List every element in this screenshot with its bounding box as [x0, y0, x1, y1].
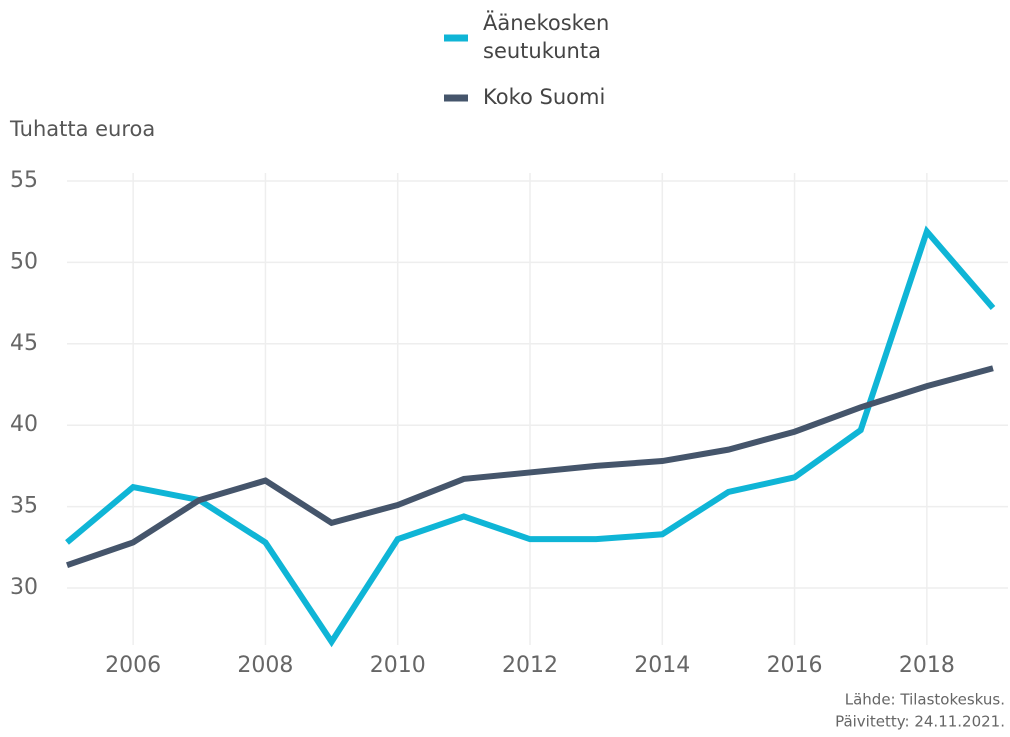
x-tick-label: 2018: [899, 653, 955, 678]
x-tick-label: 2014: [634, 653, 690, 678]
legend-label: Äänekosken: [483, 10, 609, 35]
x-tick-label: 2010: [370, 653, 426, 678]
y-tick-label: 50: [10, 249, 38, 274]
x-tick-label: 2012: [502, 653, 558, 678]
y-tick-label: 45: [10, 331, 38, 356]
y-tick-label: 55: [10, 168, 38, 193]
y-axis-label: Tuhatta euroa: [9, 117, 155, 141]
updated: Päivitetty: 24.11.2021.: [835, 713, 1005, 731]
source: Lähde: Tilastokeskus.: [845, 691, 1005, 709]
y-tick-label: 30: [10, 575, 38, 600]
y-tick-label: 40: [10, 412, 38, 437]
x-tick-label: 2016: [767, 653, 823, 678]
y-tick-label: 35: [10, 494, 38, 519]
x-tick-label: 2008: [237, 653, 293, 678]
series-line: [65, 225, 996, 648]
legend-label: Koko Suomi: [483, 85, 605, 109]
legend-label: seutukunta: [483, 39, 601, 63]
series-line: [66, 365, 994, 569]
x-tick-label: 2006: [105, 653, 161, 678]
